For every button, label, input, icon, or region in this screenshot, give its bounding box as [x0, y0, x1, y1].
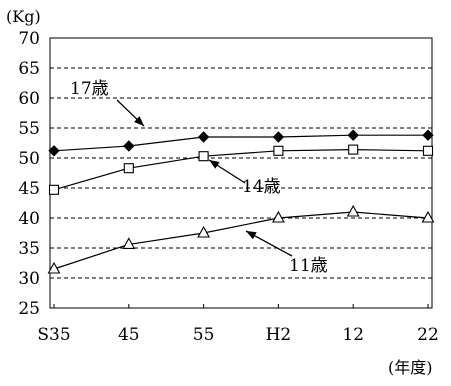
data-point [421, 210, 435, 223]
y-unit-label: (Kg) [6, 7, 41, 26]
data-point [347, 129, 359, 141]
series-1 [48, 144, 434, 195]
series-2 [47, 204, 435, 274]
data-point [123, 140, 135, 152]
arrow-11 [245, 230, 293, 257]
data-point [48, 145, 60, 157]
label-layer: 25 30 35 40 45 50 55 60 65 70 S35 45 55 H2 12 22 [18, 29, 438, 345]
data-point [422, 129, 434, 141]
arrow-head [134, 116, 144, 126]
data-point [198, 151, 209, 162]
x-tick-label: H2 [266, 325, 292, 345]
plot-frame [49, 37, 433, 309]
series-line [53, 134, 428, 152]
y-tick-label: 40 [18, 209, 40, 229]
data-point [271, 210, 285, 223]
series-0 [48, 129, 434, 157]
data-point [48, 184, 60, 195]
data-point [122, 237, 136, 249]
y-tick-label: 30 [18, 269, 40, 289]
data-point [272, 131, 285, 143]
data-point [273, 145, 284, 156]
x-tick-label: 12 [342, 325, 364, 345]
series-line [53, 211, 429, 270]
arrow-14 [208, 159, 246, 184]
x-tick-label: S35 [37, 325, 70, 345]
data-point [123, 163, 134, 174]
data-point [197, 131, 210, 143]
y-tick-label: 60 [18, 89, 40, 109]
data-point [348, 144, 359, 155]
y-tick-label: 25 [18, 299, 40, 319]
series-line [53, 148, 429, 191]
y-tick-label: 65 [18, 59, 40, 79]
y-tick-label: 50 [18, 149, 40, 169]
series-layer [47, 129, 435, 274]
y-tick-label: 35 [18, 239, 40, 259]
arrow-head [246, 231, 257, 240]
x-tick-label: 22 [417, 325, 439, 345]
y-tick-label: 70 [18, 29, 40, 49]
data-point [47, 261, 61, 274]
x-unit-label: (年度) [388, 358, 433, 377]
data-point [422, 145, 434, 156]
y-tick-label: 45 [18, 179, 40, 199]
data-point [197, 225, 211, 238]
annotation-layer: (Kg) (年度) 17歳 14歳 11歳 [6, 7, 433, 377]
y-tick-label: 55 [18, 119, 40, 139]
series-label-14: 14歳 [242, 177, 281, 197]
arrow-head [209, 160, 220, 169]
grid-layer [50, 67, 432, 279]
series-label-11: 11歳 [289, 256, 328, 276]
x-tick-label: 45 [118, 325, 140, 345]
arrow-17 [116, 99, 145, 127]
x-tick-label: 55 [193, 325, 215, 345]
data-point [346, 204, 360, 217]
series-label-17: 17歳 [70, 79, 109, 99]
